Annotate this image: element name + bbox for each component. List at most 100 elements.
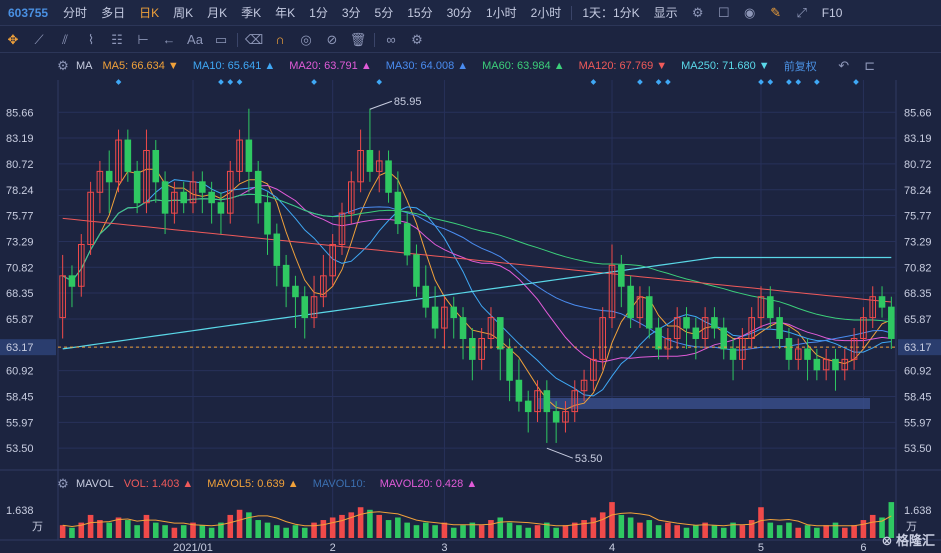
candle-body [813,358,821,371]
hide-icon[interactable]: ⊘ [326,31,338,47]
trash-icon[interactable]: 🗑 [349,31,367,47]
y-tick-right: 85.66 [904,107,932,119]
tab-6[interactable]: 年K [275,6,296,20]
tab-8[interactable]: 3分 [341,6,361,20]
tab-7[interactable]: 1分 [309,6,328,20]
event-marker [218,79,224,85]
volume-bar [720,527,727,538]
tab-0[interactable]: 分时 [63,6,88,20]
volume-bar [609,502,615,538]
settings-icon[interactable]: ⚙ [691,4,704,20]
collapse-icon[interactable]: ⊏ [864,58,876,73]
link-icon[interactable]: ∞ [386,32,396,47]
checkbox-icon[interactable]: ☐ [717,4,730,20]
candle-body [618,264,625,287]
candle-body [478,337,485,360]
candle-body [143,149,150,204]
y-tick-left: 78.24 [6,185,34,197]
volume-bar [199,525,206,538]
volume-bar [860,520,867,538]
ma-value-6: MA250: 71.680 ▼ [681,60,770,72]
volume-bar [274,525,280,538]
line-tool-icon[interactable]: ⟋ [34,31,44,47]
measure-icon[interactable]: ⊢ [137,31,149,47]
fullscreen-icon[interactable]: ⤢ [796,4,807,20]
candle-body [673,317,681,339]
wave-tool-icon[interactable]: ⌇ [87,31,95,47]
crosshair-icon[interactable]: ✥ [7,31,19,47]
tab-5[interactable]: 季K [241,6,262,20]
camera-icon[interactable]: ◉ [744,4,756,20]
tab-4[interactable]: 月K [207,6,228,20]
tab-1[interactable]: 多日 [101,6,126,20]
fibonacci-icon[interactable]: ☷ [111,31,123,47]
volume-bar [152,522,159,538]
tab-11[interactable]: 30分 [446,6,472,20]
magnet-icon[interactable]: ∩ [275,32,285,47]
volume-bar [748,520,755,538]
volume-bar [460,525,466,538]
candle-body [767,296,774,319]
tab-9[interactable]: 5分 [374,6,394,20]
candle-body [701,317,709,339]
volume-bar [301,527,308,538]
volume-bar [69,527,75,538]
candle-body [506,348,513,381]
candle-body [87,191,94,245]
tab-2[interactable]: 日K [139,6,160,20]
eye-icon[interactable]: ◎ [300,31,312,47]
channel-tool-icon[interactable]: ⫽ [62,31,68,47]
volume-bar [329,517,336,538]
ma30-line [62,193,892,351]
volume-bar [488,520,494,538]
tab-10[interactable]: 15分 [407,6,433,20]
volume-bar [283,527,289,538]
y-tick-left: 83.19 [6,133,34,145]
text-icon[interactable]: Aa [187,32,203,47]
period-select[interactable]: 1天：1分K [582,6,640,20]
display-select[interactable]: 显示 [653,6,678,20]
volume-bar [264,522,271,538]
tab-3[interactable]: 周K [173,6,194,20]
candle-body [96,170,104,193]
event-marker [853,79,859,85]
volume-bar [804,525,811,538]
gear-icon[interactable]: ⚙ [57,58,69,73]
volume-bar [320,520,327,538]
adjust-button[interactable]: 前复权 [783,61,817,73]
volume-bar [385,520,392,538]
candle-body [441,306,448,329]
candle-body [273,233,281,266]
volume-bar [218,522,224,538]
volume-bar [106,522,113,538]
ma5-line [62,168,892,411]
volume-bar [888,502,895,538]
candle-body [348,181,355,214]
candle-body [217,202,225,214]
pencil-icon[interactable]: ✎ [770,4,782,20]
volume-bar [618,514,625,538]
candle-body [590,358,597,381]
top-tab-bar: 603755 分时 多日 日K 周K 月K 季K 年K 1分 3分 5分 15分 30分 1小时 2小时 … [0,0,941,26]
candle-body [850,337,858,360]
tab-12[interactable]: 1小时 [485,6,517,20]
volume-bar [367,509,373,538]
vol-unit-right: 万 [906,520,917,533]
vol-max-right: 1.638 [904,505,932,517]
gear-icon[interactable]: ⚙ [411,31,423,47]
volume-bar [180,525,187,538]
stock-code[interactable]: 603755 [8,5,49,20]
event-marker [655,79,662,85]
volume-bar [404,522,410,538]
gear-icon[interactable]: ⚙ [57,476,69,491]
tab-13[interactable]: 2小时 [530,6,562,20]
y-tick-right: 83.19 [904,133,932,145]
volume-bar [441,522,448,538]
x-tick: 5 [758,542,764,553]
arrow-icon[interactable]: ← [162,32,176,47]
undo-icon[interactable]: ↶ [838,58,850,73]
f10-button[interactable]: F10 [821,5,843,20]
comment-icon[interactable]: ▭ [214,31,228,47]
eraser-icon[interactable]: ⌫ [244,31,264,47]
